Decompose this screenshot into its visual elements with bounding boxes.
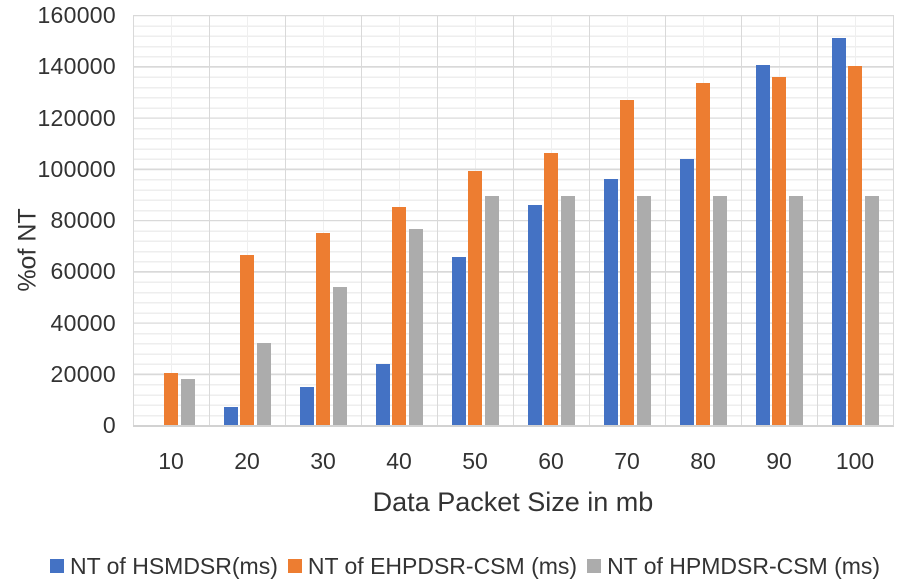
bar-series2-cat30 xyxy=(316,232,330,425)
bar-series3-cat100 xyxy=(864,195,879,425)
legend: NT of HSMDSR(ms) NT of EHPDSR-CSM (ms) NT … xyxy=(50,552,900,580)
bar-series1-cat20 xyxy=(223,407,238,425)
y-tick-label: 80000 xyxy=(50,207,116,233)
y-tick-label: 60000 xyxy=(50,258,116,285)
x-tick-label: 100 xyxy=(835,448,875,474)
bar-series3-cat60 xyxy=(560,195,575,425)
bar-series2-cat90 xyxy=(772,76,786,425)
x-tick-label: 60 xyxy=(538,448,564,474)
bar-series1-cat90 xyxy=(755,65,770,425)
legend-label: NT of HPMDSR-CSM (ms) xyxy=(607,552,881,579)
x-axis-title: Data Packet Size in mb xyxy=(372,487,654,517)
bar-series3-cat10 xyxy=(180,378,195,425)
legend-label: NT of HSMDSR(ms) xyxy=(70,552,278,579)
bar-series3-cat90 xyxy=(788,195,803,425)
bar-series3-cat40 xyxy=(408,229,423,425)
y-tick-label: 20000 xyxy=(50,360,116,387)
x-tick-label: 90 xyxy=(766,448,792,474)
x-tick-label: 10 xyxy=(158,448,184,474)
legend-item-1: NT of HSMDSR(ms) xyxy=(50,553,278,580)
bar-series1-cat30 xyxy=(299,386,314,425)
legend-swatch-icon xyxy=(50,559,64,573)
x-tick-label: 30 xyxy=(310,448,336,474)
bar-series2-cat60 xyxy=(544,153,558,425)
bar-series2-cat50 xyxy=(468,171,482,425)
bar-series2-cat100 xyxy=(848,66,862,425)
bar-series3-cat50 xyxy=(484,195,499,425)
x-tick-label: 40 xyxy=(386,448,412,474)
x-tick-label: 50 xyxy=(462,448,488,474)
bar-series1-cat70 xyxy=(603,179,618,425)
bar-series1-cat50 xyxy=(451,257,466,425)
legend-label: NT of EHPDSR-CSM (ms) xyxy=(307,552,578,579)
legend-swatch-icon xyxy=(587,559,602,573)
y-tick-label: 100000 xyxy=(37,155,116,182)
legend-item-3: NT of HPMDSR-CSM (ms) xyxy=(587,553,880,580)
x-tick-label: 80 xyxy=(690,448,716,474)
bar-series2-cat20 xyxy=(240,254,254,425)
y-tick-label: 0 xyxy=(102,412,116,438)
bar-series3-cat20 xyxy=(256,343,271,425)
x-tick-label: 20 xyxy=(234,448,260,474)
bar-series1-cat40 xyxy=(375,363,390,425)
legend-item-2: NT of EHPDSR-CSM (ms) xyxy=(287,552,578,580)
y-tick-label: 40000 xyxy=(50,309,116,336)
bar-series2-cat80 xyxy=(696,82,710,425)
plot-area xyxy=(133,15,894,427)
bar-series1-cat100 xyxy=(831,38,846,425)
bar-series1-cat80 xyxy=(679,158,694,425)
legend-swatch-icon xyxy=(287,559,302,573)
bar-series3-cat30 xyxy=(332,286,347,425)
bar-series3-cat70 xyxy=(636,195,651,425)
x-tick-label: 70 xyxy=(614,448,640,474)
bar-series2-cat70 xyxy=(620,99,634,425)
y-tick-label: 160000 xyxy=(37,2,116,28)
y-tick-label: 120000 xyxy=(37,104,116,131)
bar-series3-cat80 xyxy=(712,195,727,425)
y-tick-label: 140000 xyxy=(37,53,116,80)
bar-series1-cat60 xyxy=(527,204,542,425)
bar-series2-cat10 xyxy=(164,372,178,425)
bar-series2-cat40 xyxy=(392,207,406,425)
